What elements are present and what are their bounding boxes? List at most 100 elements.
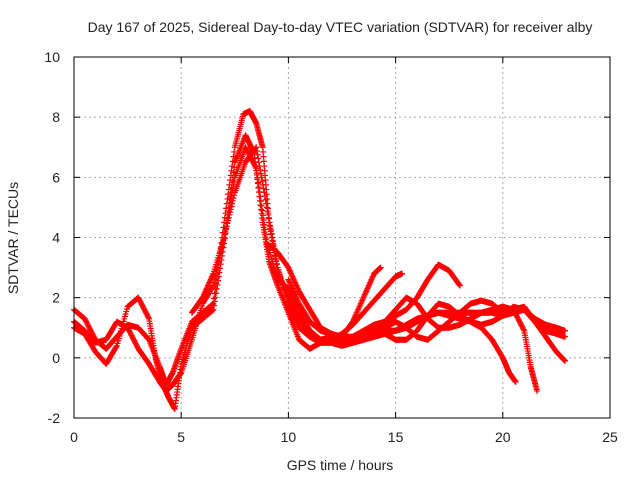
data-point: [513, 313, 520, 320]
data-point: [229, 200, 236, 207]
x-tick-label: 15: [388, 429, 404, 445]
data-point: [83, 319, 90, 326]
data-point: [143, 310, 150, 317]
data-point: [263, 235, 270, 242]
data-point: [144, 311, 151, 318]
data-point: [265, 211, 272, 218]
data-point: [210, 306, 217, 313]
data-point: [244, 148, 251, 155]
data-point: [273, 257, 280, 264]
data-point: [132, 340, 139, 347]
data-point: [261, 221, 268, 228]
data-point: [254, 151, 261, 158]
x-tick-label: 25: [602, 429, 618, 445]
data-point: [227, 206, 234, 213]
chart-title: Day 167 of 2025, Sidereal Day-to-day VTE…: [88, 19, 593, 35]
data-point: [561, 357, 568, 364]
data-point: [253, 148, 260, 155]
data-point: [144, 313, 151, 320]
data-point: [125, 326, 132, 333]
data-point: [138, 299, 144, 306]
data-point: [262, 196, 269, 203]
data-point: [210, 282, 217, 289]
data-point: [249, 158, 256, 165]
data-point: [224, 220, 231, 227]
data-point: [145, 314, 152, 321]
data-point: [226, 211, 233, 218]
data-point: [211, 302, 218, 309]
data-point: [262, 231, 269, 238]
data-point: [243, 145, 250, 152]
data-point: [534, 387, 541, 394]
data-point: [142, 307, 149, 314]
y-tick-label: 4: [52, 230, 60, 246]
data-point: [139, 302, 146, 309]
data-point: [514, 314, 521, 321]
data-point: [264, 208, 271, 215]
data-point: [515, 317, 522, 324]
data-series-track-3: [71, 144, 463, 394]
data-point: [124, 324, 131, 331]
data-point: [125, 327, 132, 334]
data-point: [223, 223, 230, 230]
data-point: [267, 226, 274, 233]
data-point: [252, 145, 259, 152]
data-point: [255, 159, 262, 166]
y-tick-label: 2: [52, 290, 60, 306]
data-point: [129, 335, 136, 342]
x-tick-label: 20: [495, 429, 511, 445]
data-point: [512, 378, 519, 385]
data-point: [519, 323, 526, 330]
data-point: [518, 322, 525, 329]
data-point: [520, 326, 527, 333]
data-point: [212, 294, 219, 301]
data-point: [266, 219, 273, 226]
data-point: [81, 315, 88, 322]
data-point: [83, 318, 90, 325]
data-point: [269, 234, 276, 241]
data-point: [213, 290, 220, 297]
data-point: [82, 317, 89, 324]
data-point: [377, 264, 384, 271]
data-point: [140, 303, 147, 310]
data-point: [255, 184, 262, 191]
data-point: [128, 332, 135, 339]
data-point: [229, 197, 236, 204]
data-point: [224, 195, 231, 202]
data-point: [261, 226, 268, 233]
data-point: [516, 318, 523, 325]
data-point: [260, 185, 267, 192]
data-point: [222, 228, 229, 235]
x-tick-label: 0: [70, 429, 78, 445]
data-point: [86, 324, 93, 331]
data-point: [130, 336, 137, 343]
data-points: [71, 108, 568, 412]
data-point: [561, 327, 568, 334]
data-point: [223, 226, 230, 233]
data-point: [136, 297, 143, 304]
data-point: [256, 163, 263, 170]
data-point: [257, 166, 264, 173]
data-point: [517, 321, 524, 328]
data-point: [259, 178, 266, 185]
x-axis-label: GPS time / hours: [287, 457, 394, 473]
data-point: [268, 230, 275, 237]
x-tick-label: 5: [177, 429, 185, 445]
data-point: [211, 295, 218, 302]
data-point: [253, 165, 260, 172]
data-point: [84, 320, 91, 327]
data-point: [259, 212, 266, 219]
data-point: [513, 311, 520, 318]
data-point: [211, 298, 218, 305]
data-point: [230, 195, 237, 202]
data-point: [213, 286, 220, 293]
data-point: [261, 189, 268, 196]
data-point: [399, 270, 406, 277]
data-point: [257, 170, 264, 177]
data-point: [129, 333, 136, 340]
data-point: [519, 325, 526, 332]
data-point: [260, 217, 267, 224]
data-point: [251, 161, 258, 168]
data-point: [267, 223, 274, 230]
data-point: [269, 238, 276, 245]
